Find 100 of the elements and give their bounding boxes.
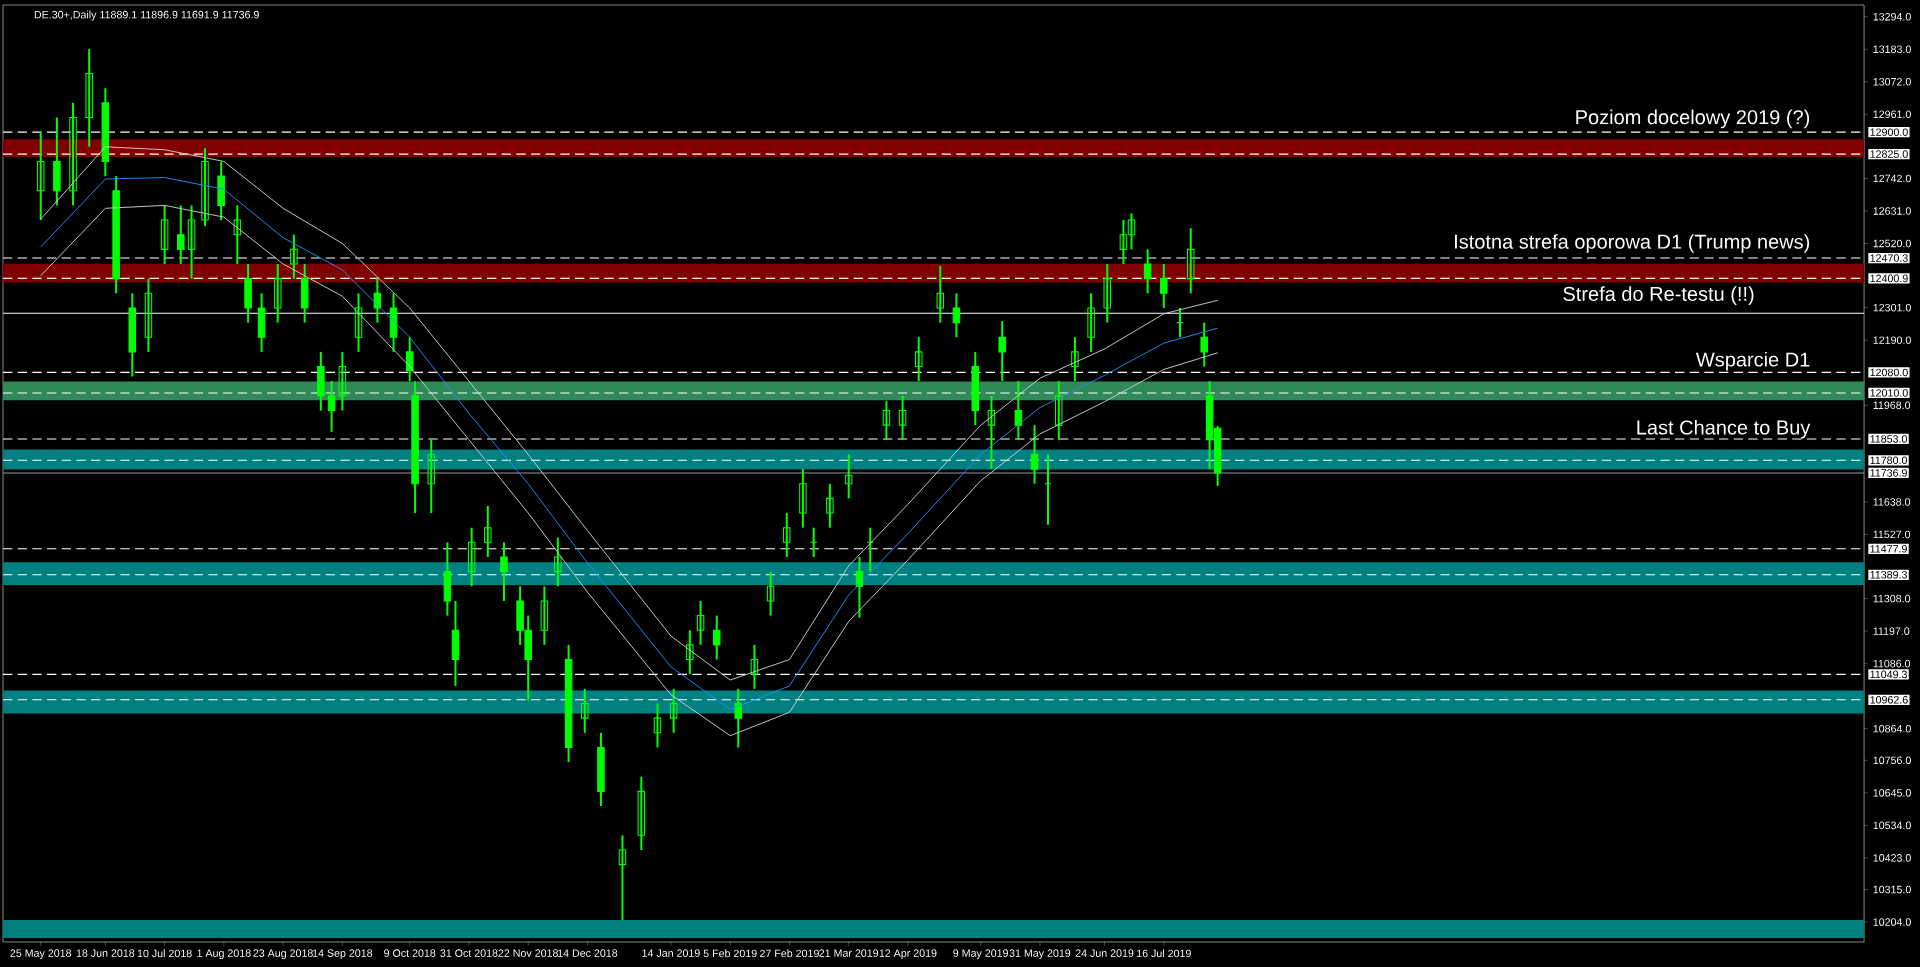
x-tick-label: 31 Oct 2018 <box>440 949 498 957</box>
x-tick-label: 27 Feb 2019 <box>760 949 819 958</box>
x-tick-label: 9 May 2019 <box>953 949 1009 960</box>
candlestick <box>618 834 627 922</box>
candlestick <box>1071 336 1079 383</box>
y-tick-label: 10864.0 <box>1873 724 1911 733</box>
candlestick <box>653 702 662 749</box>
ref-line-label: 12010.0 <box>1870 389 1908 397</box>
x-tick-label: 14 Dec 2018 <box>558 949 618 957</box>
candlestick <box>1087 292 1095 353</box>
candlestick <box>290 233 298 280</box>
y-tick-label: 12631.0 <box>1873 207 1911 215</box>
x-tick-label: 23 Aug 2018 <box>253 949 313 960</box>
ref-line-label: 12825.0 <box>1870 150 1908 158</box>
y-tick-label: 11197.0 <box>1873 627 1910 635</box>
candlestick <box>637 775 646 851</box>
candlestick <box>1014 380 1023 441</box>
candlestick <box>998 320 1006 383</box>
candlestick <box>160 204 169 265</box>
band-label: Poziom docelowy 2019 (?) <box>1576 109 1810 129</box>
y-tick-label: 12961.0 <box>1873 110 1911 119</box>
x-tick-label: 14 Jan 2019 <box>642 949 700 957</box>
candlestick <box>554 536 562 588</box>
candlestick <box>1200 321 1208 368</box>
candlestick <box>233 204 242 265</box>
candlestick <box>882 400 891 441</box>
candlestick <box>500 541 508 602</box>
candlestick <box>826 482 834 529</box>
y-tick-label: 11638.0 <box>1873 498 1911 506</box>
ref-line-label: 11477.9 <box>1870 545 1907 553</box>
x-tick-label: 18 Jun 2018 <box>76 949 135 957</box>
candlestick <box>1030 424 1039 485</box>
candlestick <box>327 380 336 433</box>
candlestick <box>1103 263 1112 324</box>
ref-line-label: 12400.9 <box>1870 274 1908 283</box>
candlestick <box>914 336 923 383</box>
candlestick <box>712 614 721 661</box>
y-tick-label: 13183.0 <box>1873 45 1911 54</box>
candlestick <box>85 48 93 148</box>
candlestick <box>936 264 945 324</box>
x-tick-label: 31 May 2019 <box>1009 949 1071 960</box>
x-tick-label: 24 Jun 2019 <box>1075 949 1134 957</box>
candlestick <box>467 526 476 588</box>
candlestick <box>952 292 961 339</box>
x-tick-label: 12 Apr 2019 <box>879 949 937 960</box>
candlestick <box>187 204 196 280</box>
candlestick <box>1160 263 1168 309</box>
y-tick-label: 11086.0 <box>1873 659 1911 668</box>
y-tick-label: 13072.0 <box>1873 77 1911 86</box>
candlestick <box>782 512 791 558</box>
ref-line-label: 12470.3 <box>1870 254 1908 262</box>
y-tick-label: 10756.0 <box>1873 756 1911 765</box>
candlestick <box>354 292 363 353</box>
candlestick <box>177 204 185 265</box>
ref-line-label: 11049.3 <box>1870 670 1907 679</box>
candlestick <box>844 453 853 500</box>
ref-line-label: 12900.0 <box>1870 128 1908 136</box>
y-tick-label: 11527.0 <box>1873 530 1911 539</box>
candlestick <box>734 687 743 749</box>
candlestick <box>898 394 907 441</box>
x-tick-label: 21 Mar 2019 <box>819 949 879 957</box>
ref-line-label: 11780.0 <box>1870 456 1908 465</box>
candlestick <box>201 147 209 227</box>
candlestick <box>36 131 45 222</box>
x-tick-label: 14 Sep 2018 <box>312 949 373 960</box>
x-tick-label: 22 Nov 2018 <box>498 949 558 957</box>
candlestick <box>696 599 705 646</box>
candlestick <box>1055 380 1063 441</box>
y-tick-label: 12520.0 <box>1873 239 1911 248</box>
ref-line-label: 12080.0 <box>1870 368 1908 377</box>
candlestick <box>338 350 347 412</box>
candlestick <box>427 438 436 515</box>
candlestick <box>1186 227 1195 295</box>
chart-title: DE.30+,Daily 11889.1 11896.9 11691.9 11736.9 <box>34 10 259 21</box>
y-tick-label: 10315.0 <box>1873 885 1911 894</box>
x-tick-label: 16 Jul 2019 <box>1137 949 1191 958</box>
candlestick <box>273 263 282 324</box>
y-tick-label: 10423.0 <box>1873 854 1911 862</box>
y-tick-label: 12190.0 <box>1873 336 1911 344</box>
band-label: Wsparcie D1 <box>1695 351 1810 371</box>
ref-line-label: 11853.0 <box>1870 435 1908 443</box>
x-tick-label: 9 Oct 2018 <box>384 949 436 957</box>
x-tick-label: 10 Jul 2018 <box>137 949 192 958</box>
candlestick <box>580 687 589 734</box>
ref-line-label: 11736.9 <box>1870 469 1907 477</box>
y-tick-label: 13294.0 <box>1873 12 1911 21</box>
candlestick <box>686 629 694 676</box>
band-label: Last Chance to Buy <box>1637 419 1811 439</box>
candlestick <box>799 468 807 529</box>
candlestick <box>69 101 77 207</box>
candlestick <box>987 394 996 471</box>
ref-line-label: 10962.6 <box>1870 696 1908 704</box>
candlestick <box>484 505 492 558</box>
candlestick <box>1143 248 1152 295</box>
x-tick-label: 5 Feb 2019 <box>703 949 757 958</box>
y-tick-label: 11308.0 <box>1873 594 1911 603</box>
candlestick <box>405 336 414 383</box>
candlestick <box>373 276 382 324</box>
candlestick <box>540 585 549 646</box>
y-tick-label: 12742.0 <box>1873 174 1911 183</box>
